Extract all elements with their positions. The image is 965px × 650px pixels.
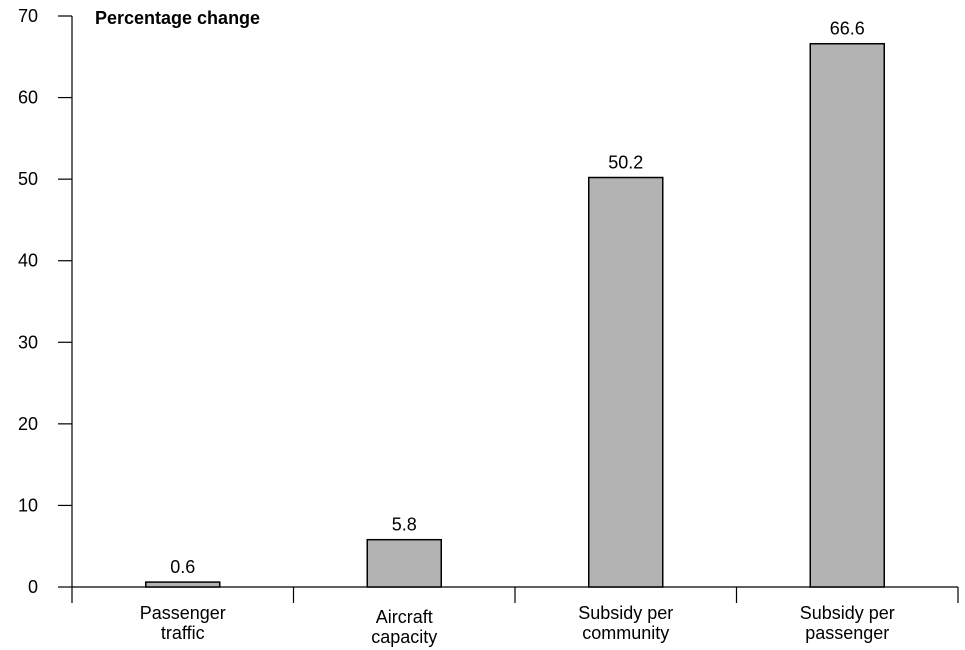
x-category-label-line: passenger — [805, 623, 889, 643]
x-category-label-line: Passenger — [140, 603, 226, 623]
x-axis: Passenger traffic Aircraft capacity Subsidy … — [71, 586, 959, 647]
x-category-label-line: Subsidy per — [800, 603, 895, 623]
data-label: 5.8 — [392, 515, 417, 535]
x-category-label-line: community — [582, 623, 669, 643]
bars — [145, 42, 885, 588]
y-tick-label: 50 — [18, 169, 38, 189]
y-tick-label: 60 — [18, 88, 38, 108]
x-category-label-line: capacity — [371, 627, 437, 647]
x-category-label-line: Aircraft — [376, 607, 433, 627]
x-category-label: Subsidy per community — [578, 603, 673, 643]
y-axis: 0 10 20 30 40 50 60 70 — [18, 6, 73, 597]
data-label: 50.2 — [608, 153, 643, 173]
y-tick-label: 10 — [18, 495, 38, 515]
data-label: 66.6 — [830, 19, 865, 39]
x-category-label-line: traffic — [161, 623, 205, 643]
bar — [588, 176, 664, 588]
data-labels: 0.6 5.8 50.2 66.6 — [170, 19, 865, 577]
y-tick-label: 70 — [18, 6, 38, 26]
y-tick-label: 40 — [18, 251, 38, 271]
bar — [366, 538, 442, 588]
y-axis-title: Percentage change — [95, 8, 260, 28]
x-category-label: Passenger traffic — [140, 603, 226, 643]
x-category-label-line: Subsidy per — [578, 603, 673, 623]
x-category-label: Subsidy per passenger — [800, 603, 895, 643]
bar — [145, 581, 221, 588]
bar — [809, 42, 885, 588]
y-tick-label: 30 — [18, 332, 38, 352]
y-tick-label: 20 — [18, 414, 38, 434]
x-category-label: Aircraft capacity — [371, 607, 437, 647]
data-label: 0.6 — [170, 557, 195, 577]
y-tick-label: 0 — [28, 577, 38, 597]
